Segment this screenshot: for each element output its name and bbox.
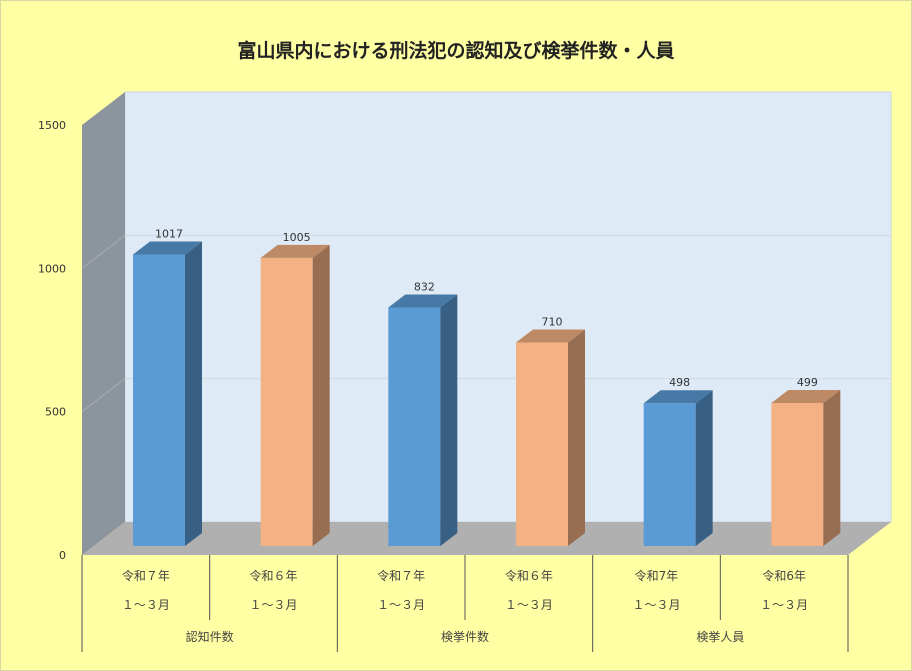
bar-top — [643, 390, 713, 404]
category-label: 令和７年 — [377, 568, 425, 583]
category-label: １～３月 — [249, 598, 297, 612]
bar-top — [516, 329, 585, 343]
data-label: 498 — [669, 376, 690, 389]
data-label: 710 — [542, 315, 563, 328]
bar-side — [823, 389, 841, 546]
bar-side — [568, 329, 585, 546]
bar-top — [771, 389, 841, 403]
y-tick-label: 0 — [59, 549, 66, 562]
category-label: １～３月 — [760, 598, 808, 612]
side-wall — [82, 92, 125, 555]
category-label: 令和６年 — [249, 568, 297, 583]
category-label: １～３月 — [122, 598, 170, 612]
category-label: 令和6年 — [762, 568, 806, 583]
back-wall — [124, 91, 892, 523]
bar-side — [185, 241, 202, 546]
bar — [133, 254, 185, 546]
bar-top — [260, 244, 330, 258]
group-label: 検挙人員 — [696, 630, 744, 644]
group-label: 認知件数 — [186, 629, 234, 644]
data-label: 1005 — [283, 231, 311, 244]
bar — [771, 402, 824, 546]
category-label: １～３月 — [505, 598, 553, 612]
bar-side — [440, 294, 458, 546]
category-label: 令和７年 — [122, 568, 170, 583]
bar-top — [388, 294, 458, 308]
category-label: 令和６年 — [505, 568, 553, 583]
category-label: １～３月 — [377, 598, 425, 612]
bar — [516, 342, 568, 546]
floor — [82, 522, 891, 555]
gridline-side — [81, 234, 126, 269]
bar — [260, 257, 313, 546]
gridline-side — [81, 378, 126, 413]
data-label: 832 — [414, 280, 435, 293]
category-label: 令和7年 — [635, 568, 679, 583]
group-label: 検挙件数 — [441, 629, 489, 644]
data-label: 499 — [797, 376, 818, 389]
bar — [643, 403, 696, 546]
y-tick-label: 500 — [45, 406, 66, 419]
category-label: １～３月 — [632, 598, 680, 612]
y-tick-label: 1500 — [38, 119, 66, 132]
bar-side — [312, 244, 330, 546]
bar-side — [695, 390, 713, 546]
bar-top — [133, 241, 202, 255]
y-tick-label: 1000 — [38, 262, 66, 275]
data-label: 1017 — [155, 227, 183, 240]
bar — [388, 307, 441, 546]
chart-title: 富山県内における刑法犯の認知及び検挙件数・人員 — [237, 40, 675, 62]
